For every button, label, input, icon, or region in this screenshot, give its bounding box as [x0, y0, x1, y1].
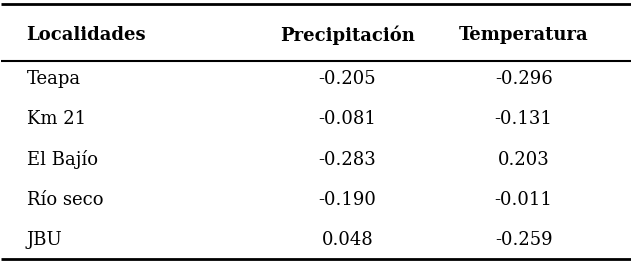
- Text: -0.081: -0.081: [319, 110, 377, 128]
- Text: JBU: JBU: [27, 231, 63, 249]
- Text: -0.190: -0.190: [319, 191, 377, 209]
- Text: Temperatura: Temperatura: [459, 26, 588, 44]
- Text: -0.283: -0.283: [319, 150, 376, 168]
- Text: -0.131: -0.131: [495, 110, 552, 128]
- Text: 0.203: 0.203: [498, 150, 549, 168]
- Text: Teapa: Teapa: [27, 70, 81, 88]
- Text: Río seco: Río seco: [27, 191, 103, 209]
- Text: Localidades: Localidades: [27, 26, 146, 44]
- Text: 0.048: 0.048: [322, 231, 374, 249]
- Text: -0.296: -0.296: [495, 70, 552, 88]
- Text: El Bajío: El Bajío: [27, 150, 97, 169]
- Text: -0.259: -0.259: [495, 231, 552, 249]
- Text: Km 21: Km 21: [27, 110, 86, 128]
- Text: -0.011: -0.011: [495, 191, 552, 209]
- Text: -0.205: -0.205: [319, 70, 376, 88]
- Text: Precipitación: Precipitación: [280, 25, 415, 45]
